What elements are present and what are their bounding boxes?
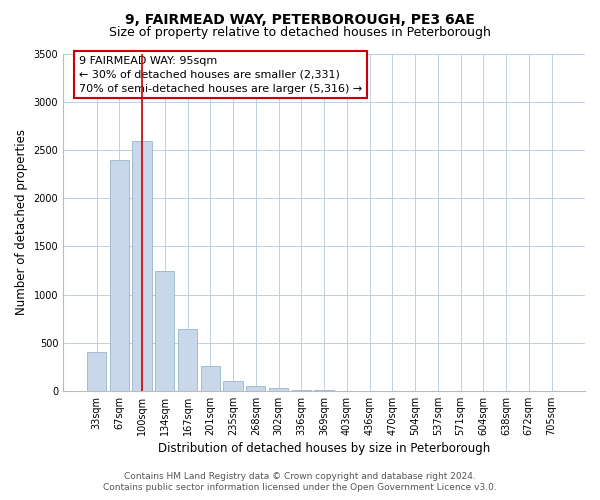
Bar [246, 386, 265, 391]
Bar [292, 390, 311, 391]
Text: Contains HM Land Registry data © Crown copyright and database right 2024.
Contai: Contains HM Land Registry data © Crown c… [103, 472, 497, 492]
X-axis label: Distribution of detached houses by size in Peterborough: Distribution of detached houses by size … [158, 442, 490, 455]
Bar [155, 270, 175, 391]
Bar [133, 140, 152, 391]
Y-axis label: Number of detached properties: Number of detached properties [15, 130, 28, 316]
Bar [178, 329, 197, 391]
Bar [110, 160, 129, 391]
Bar [269, 388, 288, 391]
Bar [223, 381, 243, 391]
Text: 9, FAIRMEAD WAY, PETERBOROUGH, PE3 6AE: 9, FAIRMEAD WAY, PETERBOROUGH, PE3 6AE [125, 12, 475, 26]
Text: 9 FAIRMEAD WAY: 95sqm
← 30% of detached houses are smaller (2,331)
70% of semi-d: 9 FAIRMEAD WAY: 95sqm ← 30% of detached … [79, 56, 362, 94]
Bar [200, 366, 220, 391]
Text: Size of property relative to detached houses in Peterborough: Size of property relative to detached ho… [109, 26, 491, 39]
Bar [87, 352, 106, 391]
